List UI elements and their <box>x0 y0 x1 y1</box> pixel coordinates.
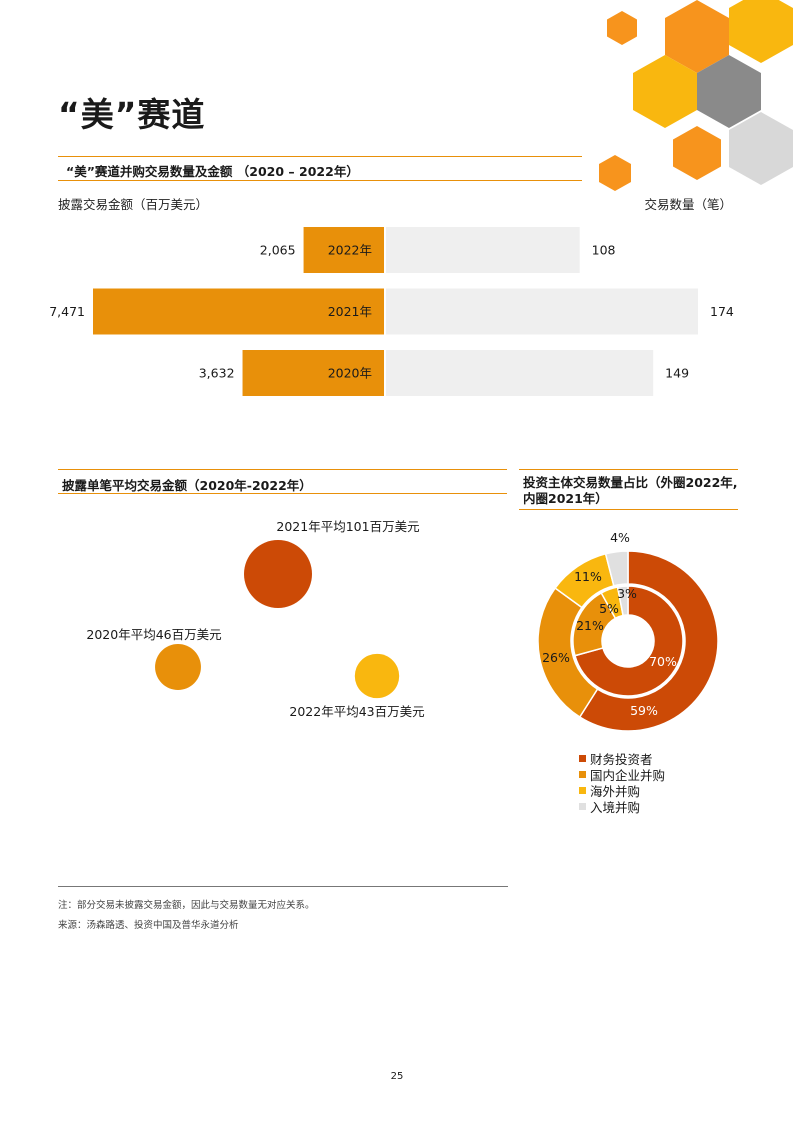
bar-chart-title: “美”赛道并购交易数量及金额 （2020 – 2022年） <box>66 164 359 179</box>
value-label: 2,065 <box>260 243 296 258</box>
bubble-label: 2021年平均101百万美元 <box>276 519 419 534</box>
value-bar <box>242 350 384 396</box>
bubble-chart: 2021年平均101百万美元 2020年平均46百万美元 2022年平均43百万美元 <box>86 519 424 719</box>
donut-chart: 59% 26% 11% 4% 70% 21% 5%3% <box>537 530 719 732</box>
donut-legend: 财务投资者 国内企业并购 海外并购 入境并购 <box>579 750 666 815</box>
legend-swatch <box>579 802 586 810</box>
footnote: 注：部分交易未披露交易金额，因此与交易数量无对应关系。 <box>58 900 315 911</box>
inner-ring-label: 70% <box>649 654 677 669</box>
bubble-label: 2022年平均43百万美元 <box>289 704 424 719</box>
legend-swatch <box>579 786 586 794</box>
right-axis-label: 交易数量（笔） <box>644 197 732 212</box>
outer-ring-label: 4% <box>610 530 630 545</box>
inner-ring-label: 5% <box>599 601 619 616</box>
count-bar <box>386 288 698 335</box>
value-label: 7,471 <box>49 304 85 319</box>
inner-ring-slice <box>574 585 684 697</box>
hexagon-shape <box>697 55 761 128</box>
hexagon-shape <box>729 0 793 63</box>
legend-label: 入境并购 <box>590 799 641 815</box>
count-bar <box>386 227 580 273</box>
donut-title-line2: 内圈2021年） <box>523 491 608 506</box>
hexagon-shape <box>665 0 729 73</box>
legend-item: 海外并购 <box>579 782 665 799</box>
left-axis-label: 披露交易金额（百万美元） <box>58 197 209 212</box>
hexagon-shape <box>633 55 697 128</box>
inner-ring-label: 21% <box>576 618 604 633</box>
footnote-rule <box>58 886 508 887</box>
section-rule <box>58 493 507 494</box>
outer-ring-label: 59% <box>630 703 658 718</box>
hexagon-shape <box>673 126 721 180</box>
year-label: 2021年 <box>328 304 372 319</box>
count-bar <box>386 350 654 396</box>
bar-chart: 2022年 2,065 108 2021年 7,471 174 2020年 3,632 149 <box>49 223 734 401</box>
inner-ring-slice <box>616 585 629 617</box>
legend-label: 国内企业并购 <box>590 767 666 783</box>
section-rule <box>519 509 738 510</box>
outer-ring-slice <box>578 550 719 732</box>
donut-title-line1: 投资主体交易数量占比（外圈2022年, <box>523 475 738 490</box>
hexagon-shape <box>607 11 637 45</box>
legend-item: 国内企业并购 <box>579 766 666 783</box>
source-note: 来源：汤森路透、投资中国及普华永道分析 <box>58 920 239 931</box>
bubble <box>354 653 400 699</box>
section-rule <box>58 156 582 157</box>
section-rule <box>58 180 582 181</box>
inner-ring-label: 3% <box>617 586 637 601</box>
outer-ring-label: 11% <box>574 569 602 584</box>
page-title: “美”赛道 <box>58 95 206 134</box>
bubble <box>155 644 201 690</box>
legend-label: 财务投资者 <box>590 751 653 767</box>
legend-label: 海外并购 <box>590 783 641 799</box>
outer-ring-label: 26% <box>542 650 570 665</box>
donut-chart-title: 投资主体交易数量占比（外圈2022年, 内圈2021年） <box>523 475 738 507</box>
legend-swatch <box>579 770 586 778</box>
hexagon-shape <box>599 155 631 191</box>
bubble-label: 2020年平均46百万美元 <box>86 627 221 642</box>
legend-item: 财务投资者 <box>579 750 665 767</box>
page-number: 25 <box>390 1071 404 1082</box>
section-rule <box>519 469 738 470</box>
bubble-chart-title: 披露单笔平均交易金额（2020年-2022年） <box>62 478 312 493</box>
year-label: 2020年 <box>328 366 372 381</box>
value-bar <box>93 288 384 335</box>
year-label: 2022年 <box>328 243 372 258</box>
hexagon-shape <box>729 112 793 185</box>
value-label: 3,632 <box>199 366 235 381</box>
hexagon-decoration <box>599 0 793 191</box>
value-bar <box>303 227 384 273</box>
count-label: 108 <box>592 243 616 258</box>
count-label: 174 <box>710 304 734 319</box>
section-rule <box>58 469 507 470</box>
legend-item: 入境并购 <box>579 798 665 815</box>
legend-swatch <box>579 754 586 762</box>
count-label: 149 <box>665 366 689 381</box>
outer-ring-slice <box>604 550 629 587</box>
bubble <box>244 540 312 608</box>
